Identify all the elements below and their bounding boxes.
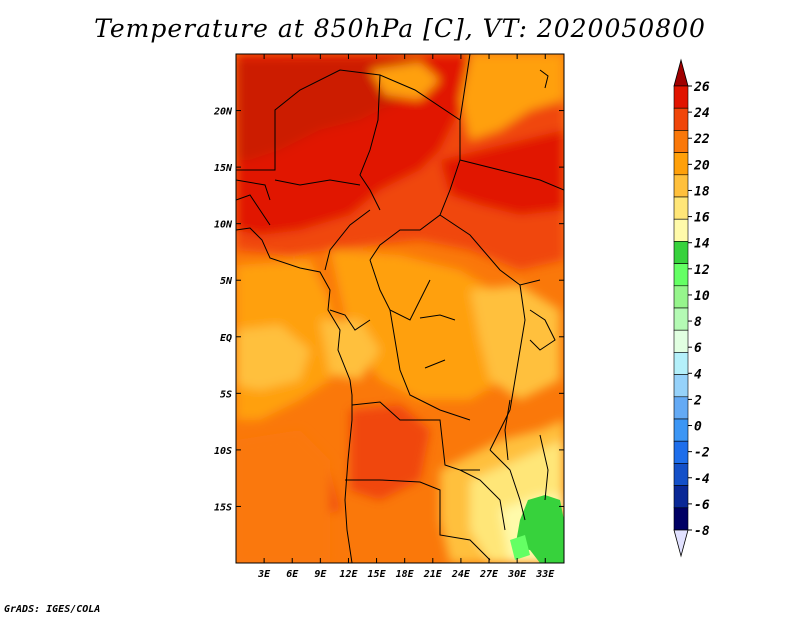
colorbar-box [673, 263, 689, 287]
border-sahel [236, 69, 461, 171]
colorbar-box [673, 174, 689, 198]
temperature-fill-21-sw [236, 430, 330, 563]
colorbar-box [673, 374, 689, 398]
temperature-fill-20-ne [460, 54, 564, 140]
temperature-fill-18-gabon [320, 320, 380, 380]
lat-tick-label: EQ [220, 333, 232, 344]
lat-tick-label: 5S [220, 389, 232, 400]
lake-victoria [529, 309, 556, 351]
lon-tick-label: 30E [507, 569, 527, 580]
colorbar-label: -6 [694, 498, 710, 513]
coastlines-borders [236, 54, 564, 563]
lon-tick-label: 15E [368, 569, 387, 580]
lon-tick-label: 12E [339, 569, 358, 580]
lat-tick-label: 10S [214, 446, 232, 457]
colorbar-box [673, 463, 689, 486]
colorbar-box [673, 396, 689, 420]
credit-text: GrADS: IGES/COLA [4, 604, 101, 615]
colorbar-box [673, 307, 689, 331]
border-drc-west [389, 309, 471, 421]
lake-tanganyika [504, 399, 511, 461]
colorbar-label: 20 [693, 158, 710, 173]
colorbar-box [673, 241, 689, 264]
colorbar-box [673, 440, 689, 464]
colorbar-box [673, 85, 689, 109]
temperature-fill-18-coast [236, 325, 310, 390]
colorbar-label: 12 [694, 263, 710, 278]
colorbar-label: 16 [694, 211, 710, 226]
temperature-fill-22-angola [350, 405, 430, 500]
colorbar-label: 26 [693, 80, 710, 95]
colorbar-box [673, 352, 689, 375]
colorbar-box [673, 152, 689, 176]
lat-tick-label: 15S [214, 502, 232, 513]
temperature-fill-10-se [510, 535, 530, 560]
lon-tick-label: 24E [451, 569, 471, 580]
lon-tick-label: 3E [257, 569, 271, 580]
temperature-field [236, 54, 564, 563]
colorbar-box [673, 130, 689, 153]
colorbar-label: 10 [694, 289, 710, 304]
colorbar-box [673, 329, 689, 353]
colorbar-box [673, 196, 689, 220]
coastline-west [236, 227, 353, 563]
colorbar-label: 6 [694, 341, 702, 356]
temperature-fill-20-n [370, 62, 440, 100]
temperature-fill-26-west [236, 58, 420, 160]
colorbar-label: -8 [694, 524, 710, 539]
temperature-fill-24-east [440, 130, 564, 215]
lon-tick-label: 9E [314, 569, 327, 580]
colorbar-label: -2 [694, 446, 710, 461]
lon-tick-label: 21E [423, 569, 443, 580]
colorbar-label: 0 [694, 420, 702, 435]
colorbar-box [673, 218, 689, 242]
lon-tick-label: 18E [396, 569, 415, 580]
colorbar-label: 8 [694, 315, 702, 330]
border-drc-east [489, 284, 526, 451]
map-axes: 3E 6E 9E 12E 15E 18E 21E 24E 27E 30E 33E 20N 15N 10N 5… [213, 54, 564, 580]
border-sudan [439, 214, 541, 286]
colorbar-box [673, 107, 689, 131]
colorbar-label: 14 [694, 237, 710, 252]
border-namibia [345, 479, 491, 561]
colorbar-label: 22 [693, 132, 710, 147]
colorbar-label: 24 [693, 106, 710, 121]
colorbar-top-triangle [673, 58, 689, 87]
lon-tick-label: 33E [535, 569, 555, 580]
temperature-fill-18-east [470, 285, 560, 400]
colorbar-bottom-triangle [673, 529, 689, 558]
map-frame [235, 53, 565, 564]
lon-tick-label: 27E [479, 569, 499, 580]
colorbar-label: 18 [694, 184, 710, 199]
lon-tick-label: 6E [286, 569, 299, 580]
colorbar-box [673, 285, 689, 309]
lat-tick-label: 20N [213, 107, 233, 118]
colorbar-label: -4 [694, 472, 710, 487]
colorbar-box [673, 507, 689, 531]
map-title: Temperature at 850hPa [C], VT: 202005080… [94, 14, 706, 43]
colorbar-label: 4 [694, 367, 702, 382]
lake-malawi [539, 434, 549, 501]
lat-tick-label: 10N [214, 220, 233, 231]
colorbar-box [673, 418, 689, 442]
border-chad [369, 159, 461, 261]
colorbar-label: 2 [693, 393, 702, 408]
lat-tick-label: 5N [220, 276, 233, 287]
lat-tick-label: 15N [214, 163, 233, 174]
colorbar-box [673, 485, 689, 509]
